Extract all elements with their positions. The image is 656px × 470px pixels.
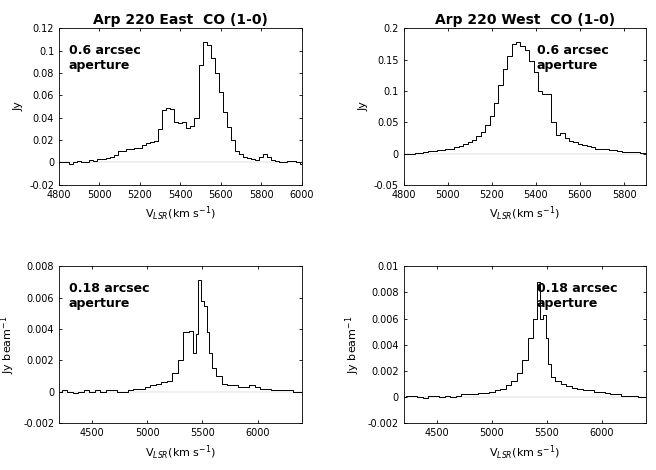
X-axis label: V$_{LSR}$(km s$^{-1}$): V$_{LSR}$(km s$^{-1}$)	[145, 205, 216, 223]
X-axis label: V$_{LSR}$(km s$^{-1}$): V$_{LSR}$(km s$^{-1}$)	[489, 205, 560, 223]
Y-axis label: Jy: Jy	[358, 102, 368, 111]
X-axis label: V$_{LSR}$(km s$^{-1}$): V$_{LSR}$(km s$^{-1}$)	[489, 443, 560, 462]
Title: Arp 220 East  CO (1-0): Arp 220 East CO (1-0)	[93, 13, 268, 27]
Text: 0.6 arcsec
aperture: 0.6 arcsec aperture	[537, 44, 609, 72]
Text: 0.18 arcsec
aperture: 0.18 arcsec aperture	[537, 282, 617, 310]
Text: 0.6 arcsec
aperture: 0.6 arcsec aperture	[69, 44, 140, 72]
Title: Arp 220 West  CO (1-0): Arp 220 West CO (1-0)	[435, 13, 615, 27]
Y-axis label: Jy: Jy	[14, 102, 24, 111]
X-axis label: V$_{LSR}$(km s$^{-1}$): V$_{LSR}$(km s$^{-1}$)	[145, 443, 216, 462]
Text: 0.18 arcsec
aperture: 0.18 arcsec aperture	[69, 282, 150, 310]
Y-axis label: Jy beam$^{-1}$: Jy beam$^{-1}$	[343, 315, 362, 374]
Y-axis label: Jy beam$^{-1}$: Jy beam$^{-1}$	[0, 315, 18, 374]
